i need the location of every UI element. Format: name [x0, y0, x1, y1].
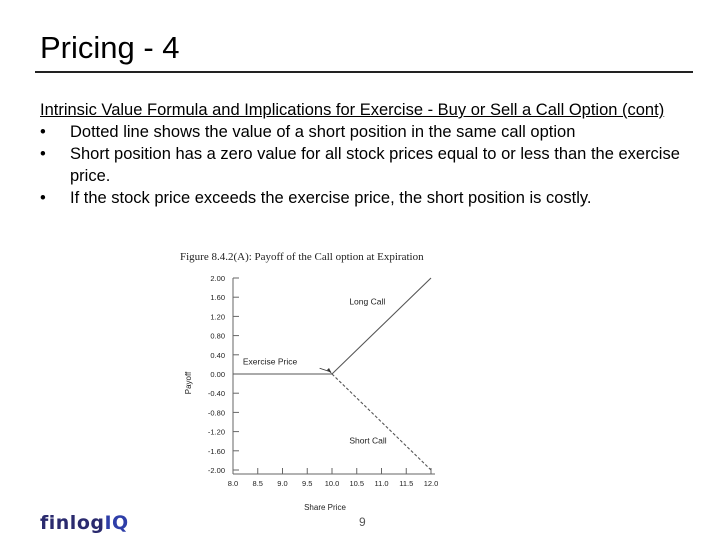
bullet-item: • If the stock price exceeds the exercis…: [40, 187, 690, 209]
finlogiq-logo: finlogIQ: [40, 512, 129, 534]
y-tick-label: -1.20: [208, 428, 225, 437]
short-call-line: [331, 373, 432, 471]
logo-text-fin: finlog: [40, 512, 105, 534]
x-tick-label: 9.5: [302, 479, 312, 488]
chart-title: Figure 8.4.2(A): Payoff of the Call opti…: [180, 251, 424, 263]
y-tick-label: 2.00: [210, 274, 225, 283]
bullet-text: Short position has a zero value for all …: [70, 145, 680, 185]
bullet-text: Dotted line shows the value of a short p…: [70, 123, 576, 141]
x-tick-label: 10.5: [349, 479, 364, 488]
short-call-label: Short Call: [349, 436, 386, 446]
bullet-dot: •: [40, 189, 46, 207]
y-axis-label: Payoff: [184, 371, 193, 394]
long-call-label: Long Call: [349, 296, 385, 306]
y-tick-label: 1.20: [210, 312, 225, 321]
y-tick-label: -2.00: [208, 466, 225, 475]
logo-text-iq: IQ: [104, 512, 129, 534]
x-tick-label: 11.5: [399, 479, 413, 488]
y-tick-label: -0.80: [208, 408, 225, 417]
bullet-item: • Short position has a zero value for al…: [40, 143, 690, 187]
x-tick-label: 9.0: [277, 479, 287, 488]
x-tick-label: 10.0: [325, 479, 340, 488]
y-tick-label: -1.60: [208, 447, 225, 456]
x-tick-label: 8.5: [253, 479, 263, 488]
y-tick-label: 0.00: [210, 370, 225, 379]
x-tick-label: 11.0: [374, 479, 388, 488]
bullet-dot: •: [40, 145, 46, 163]
bullet-text: If the stock price exceeds the exercise …: [70, 189, 592, 207]
bullet-item: • Dotted line shows the value of a short…: [40, 121, 690, 143]
slide-body: Intrinsic Value Formula and Implications…: [40, 99, 690, 209]
payoff-chart: Figure 8.4.2(A): Payoff of the Call opti…: [180, 251, 439, 512]
exercise-price-arrowhead: [327, 368, 332, 374]
y-tick-label: 0.80: [210, 332, 225, 341]
subheading: Intrinsic Value Formula and Implications…: [40, 101, 665, 119]
x-axis-label: Share Price: [304, 503, 346, 512]
x-tick-label: 12.0: [424, 479, 439, 488]
y-tick-label: -0.40: [208, 389, 225, 398]
y-tick-label: 1.60: [210, 293, 225, 302]
title-divider: [35, 71, 693, 73]
bullet-dot: •: [40, 123, 46, 141]
slide-title: Pricing - 4: [40, 30, 180, 65]
y-tick-label: 0.40: [210, 351, 225, 360]
page-number: 9: [359, 515, 366, 529]
x-tick-label: 8.0: [228, 479, 238, 488]
exercise-price-label: Exercise Price: [243, 356, 298, 366]
